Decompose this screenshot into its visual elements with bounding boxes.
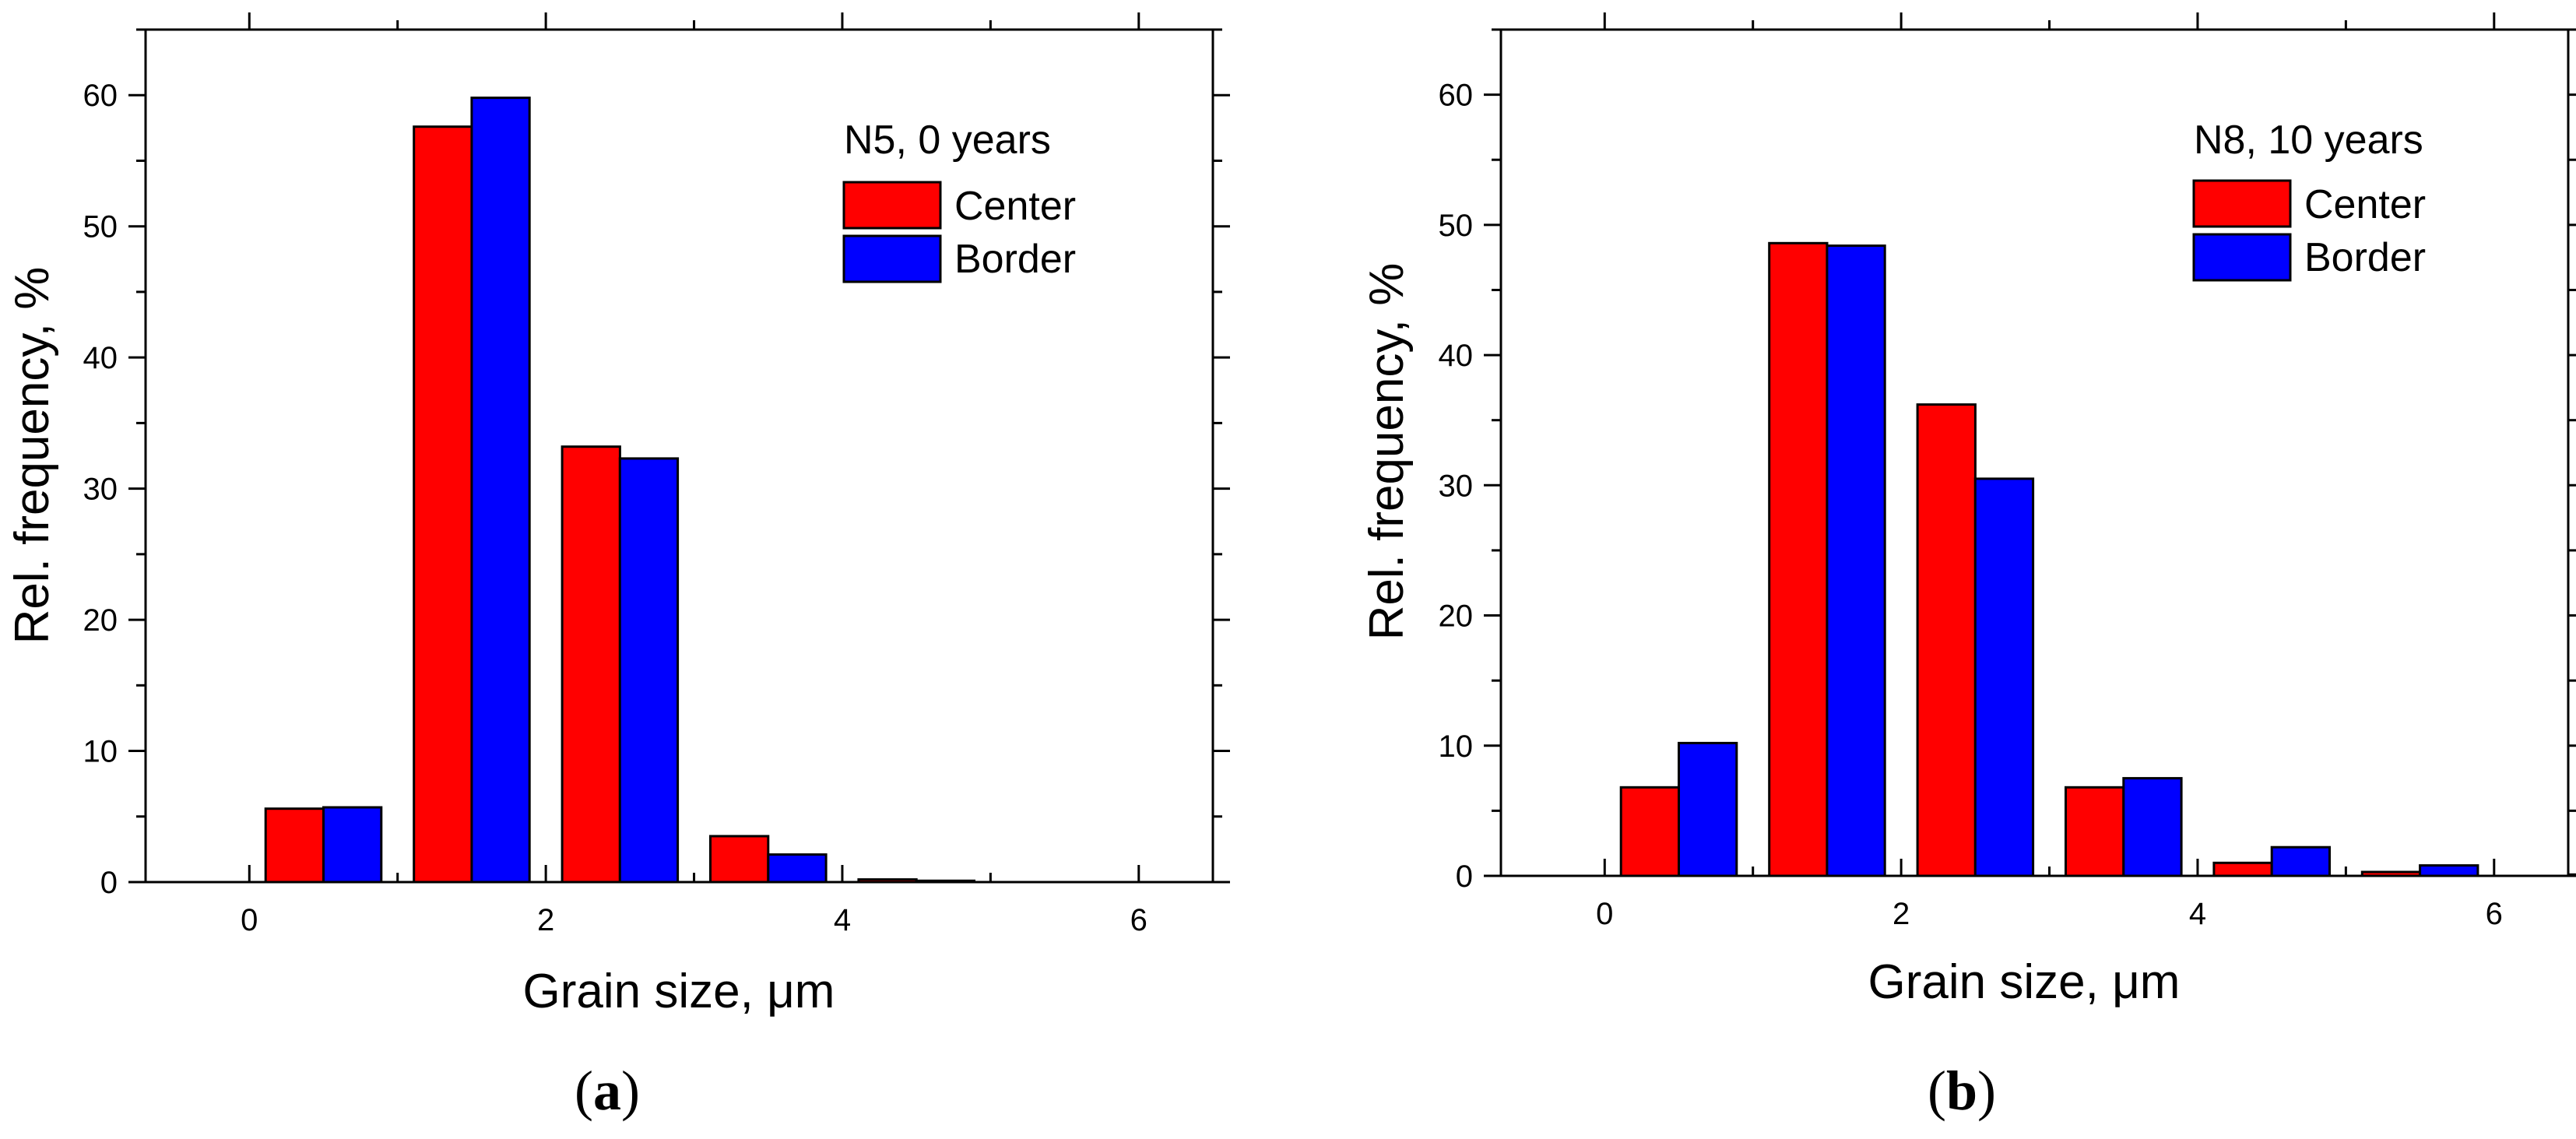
bar-center-bin-0 — [264, 807, 325, 884]
y-tick-label: 20 — [83, 603, 118, 638]
x-axis-title: Grain size, μm — [523, 965, 835, 1018]
x-tick-label: 4 — [2189, 897, 2206, 931]
plot-frame — [1499, 28, 2570, 877]
bar-group — [1619, 241, 2576, 877]
bar-center-bin-5 — [2360, 870, 2422, 877]
bar-center-bin-2 — [561, 445, 621, 884]
bar-group — [264, 97, 975, 884]
x-tick-label: 0 — [1596, 897, 1613, 931]
bar-center-bin-1 — [413, 125, 473, 884]
legend-label-border: Border — [2304, 235, 2426, 280]
bar-border-bin-1 — [470, 97, 531, 884]
legend: N8, 10 years Center Border — [2192, 118, 2426, 282]
legend: N5, 0 years Center Border — [842, 118, 1076, 283]
legend-label-center: Center — [2304, 182, 2426, 227]
bar-border-bin-0 — [1678, 741, 1738, 877]
y-tick-label: 10 — [83, 735, 118, 769]
y-tick-label: 60 — [83, 79, 118, 113]
bar-border-bin-1 — [1826, 244, 1886, 877]
legend-swatch-border — [2192, 233, 2292, 282]
legend-title: N5, 0 years — [844, 118, 1051, 163]
y-tick-label: 40 — [1439, 339, 1474, 373]
legend-swatch-center — [842, 181, 942, 230]
panel-label-a: (a) — [575, 1060, 640, 1122]
bar-border-bin-3 — [767, 853, 828, 884]
bar-border-bin-4 — [915, 879, 975, 884]
y-tick-label: 40 — [83, 341, 118, 375]
bar-center-bin-4 — [2212, 861, 2273, 877]
y-tick-label: 0 — [1456, 860, 1473, 894]
y-axis-title: Rel. frequency, % — [5, 267, 59, 645]
y-tick-label: 0 — [100, 866, 118, 900]
y-tick-label: 60 — [1439, 79, 1474, 113]
x-tick-label: 6 — [2486, 897, 2503, 931]
x-tick-label: 2 — [537, 903, 554, 937]
bar-center-bin-3 — [709, 835, 770, 884]
bar-center-bin-1 — [1768, 241, 1829, 877]
y-tick-label: 20 — [1439, 599, 1474, 634]
legend-swatch-border — [842, 234, 942, 283]
legend-label-center: Center — [954, 184, 1076, 229]
panel-label-b: (b) — [1928, 1060, 1996, 1122]
y-tick-label: 50 — [83, 210, 118, 244]
legend-title: N8, 10 years — [2194, 118, 2423, 163]
y-tick-label: 10 — [1439, 729, 1474, 764]
bar-border-bin-0 — [322, 806, 383, 884]
bar-border-bin-4 — [2270, 845, 2331, 877]
bar-center-bin-3 — [2065, 786, 2125, 877]
x-tick-label: 4 — [834, 903, 851, 937]
y-tick-label: 50 — [1439, 209, 1474, 243]
bar-border-bin-2 — [618, 457, 680, 884]
x-tick-label: 2 — [1892, 897, 1910, 931]
bar-border-bin-5 — [2419, 864, 2479, 877]
bar-border-bin-2 — [1973, 477, 2035, 877]
bar-center-bin-4 — [857, 878, 918, 884]
legend-swatch-center — [2192, 179, 2292, 228]
bar-center-bin-2 — [1916, 403, 1977, 877]
y-axis-title: Rel. frequency, % — [1360, 263, 1414, 641]
bar-border-bin-3 — [2122, 777, 2183, 877]
bar-border-bin-6 — [2567, 873, 2576, 877]
y-tick-label: 30 — [83, 473, 118, 507]
x-axis-title: Grain size, μm — [1868, 955, 2181, 1009]
y-tick-label: 30 — [1439, 469, 1474, 503]
legend-label-border: Border — [954, 237, 1076, 282]
bar-center-bin-0 — [1619, 786, 1680, 877]
x-tick-label: 6 — [1130, 903, 1147, 937]
plot-frame — [144, 28, 1214, 884]
x-tick-label: 0 — [241, 903, 258, 937]
